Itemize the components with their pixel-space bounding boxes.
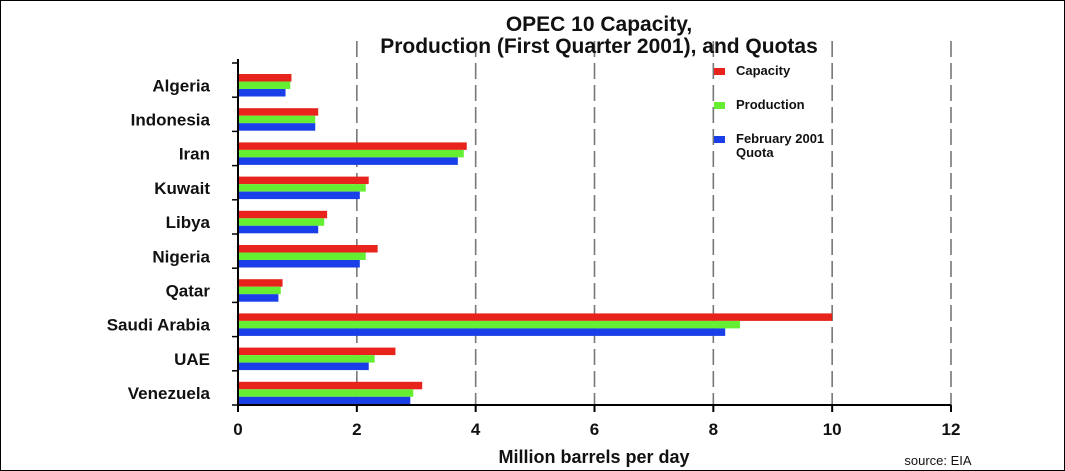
legend-swatch-capacity (714, 68, 725, 75)
bar-algeria-february-2001-quota (238, 89, 286, 97)
title-line-2: Production (First Quarter 2001), and Quo… (380, 35, 818, 58)
bar-qatar-february-2001-quota (238, 294, 279, 302)
axes (232, 59, 952, 412)
legend-label-february-2001-quota-line-2: Quota (736, 145, 774, 160)
source-note: source: EIA (904, 453, 972, 468)
x-tick-labels: 0 2 4 6 8 10 12 (233, 420, 960, 439)
bar-libya-capacity (238, 210, 328, 219)
bar-algeria-production (238, 81, 291, 89)
category-label-algeria: Algeria (152, 76, 210, 95)
bar-libya-february-2001-quota (238, 225, 319, 234)
bar-venezuela-production (238, 389, 414, 397)
x-tick-label-10: 10 (823, 420, 842, 439)
category-label-uae: UAE (174, 350, 210, 369)
bar-venezuela-capacity (238, 381, 423, 390)
category-label-qatar: Qatar (166, 281, 211, 300)
category-label-iran: Iran (179, 145, 210, 164)
bar-indonesia-capacity (238, 108, 319, 116)
bars (238, 74, 833, 405)
bar-nigeria-production (238, 252, 366, 260)
bar-iran-capacity (238, 142, 467, 150)
bar-iran-february-2001-quota (238, 157, 458, 165)
bar-uae-capacity (238, 347, 396, 356)
title-line-1: OPEC 10 Capacity, (506, 13, 692, 36)
bar-iran-production (238, 149, 464, 158)
category-label-venezuela: Venezuela (128, 384, 211, 403)
bar-uae-february-2001-quota (238, 362, 369, 371)
x-tick-label-2: 2 (352, 420, 361, 439)
legend-label-capacity: Capacity (736, 63, 791, 78)
bar-kuwait-capacity (238, 176, 369, 185)
x-tick-label-4: 4 (471, 420, 481, 439)
x-tick-label-0: 0 (233, 420, 242, 439)
bar-nigeria-february-2001-quota (238, 260, 360, 268)
bar-saudi-arabia-february-2001-quota (238, 328, 726, 336)
chart-title: OPEC 10 Capacity,Production (First Quart… (380, 13, 818, 58)
legend-swatch-production (714, 102, 725, 109)
category-labels: Algeria Indonesia Iran Kuwait Libya Nigeria Qa… (107, 76, 211, 403)
bar-uae-production (238, 355, 375, 363)
legend-label-production: Production (736, 97, 805, 112)
bar-kuwait-february-2001-quota (238, 191, 360, 200)
x-axis-label: Million barrels per day (498, 447, 689, 467)
legend-label-february-2001-quota-line-1: February 2001 (736, 131, 824, 146)
bar-venezuela-february-2001-quota (238, 396, 411, 405)
bar-saudi-arabia-capacity (238, 313, 833, 321)
bar-qatar-capacity (238, 279, 283, 287)
bar-libya-production (238, 218, 325, 226)
category-label-saudi-arabia: Saudi Arabia (107, 316, 211, 335)
bar-indonesia-february-2001-quota (238, 123, 316, 131)
grid-lines (356, 41, 952, 405)
bar-kuwait-production (238, 184, 366, 192)
bar-algeria-capacity (238, 74, 292, 82)
bar-indonesia-production (238, 115, 316, 124)
x-tick-label-6: 6 (590, 420, 599, 439)
category-label-kuwait: Kuwait (154, 179, 210, 198)
x-tick-label-8: 8 (709, 420, 718, 439)
legend-swatch-february-2001-quota (714, 136, 725, 143)
bar-nigeria-capacity (238, 245, 378, 253)
category-label-nigeria: Nigeria (152, 247, 210, 266)
category-label-indonesia: Indonesia (131, 110, 211, 129)
bar-saudi-arabia-production (238, 320, 741, 329)
x-tick-label-12: 12 (942, 420, 961, 439)
bar-qatar-production (238, 286, 281, 295)
category-label-libya: Libya (166, 213, 211, 232)
